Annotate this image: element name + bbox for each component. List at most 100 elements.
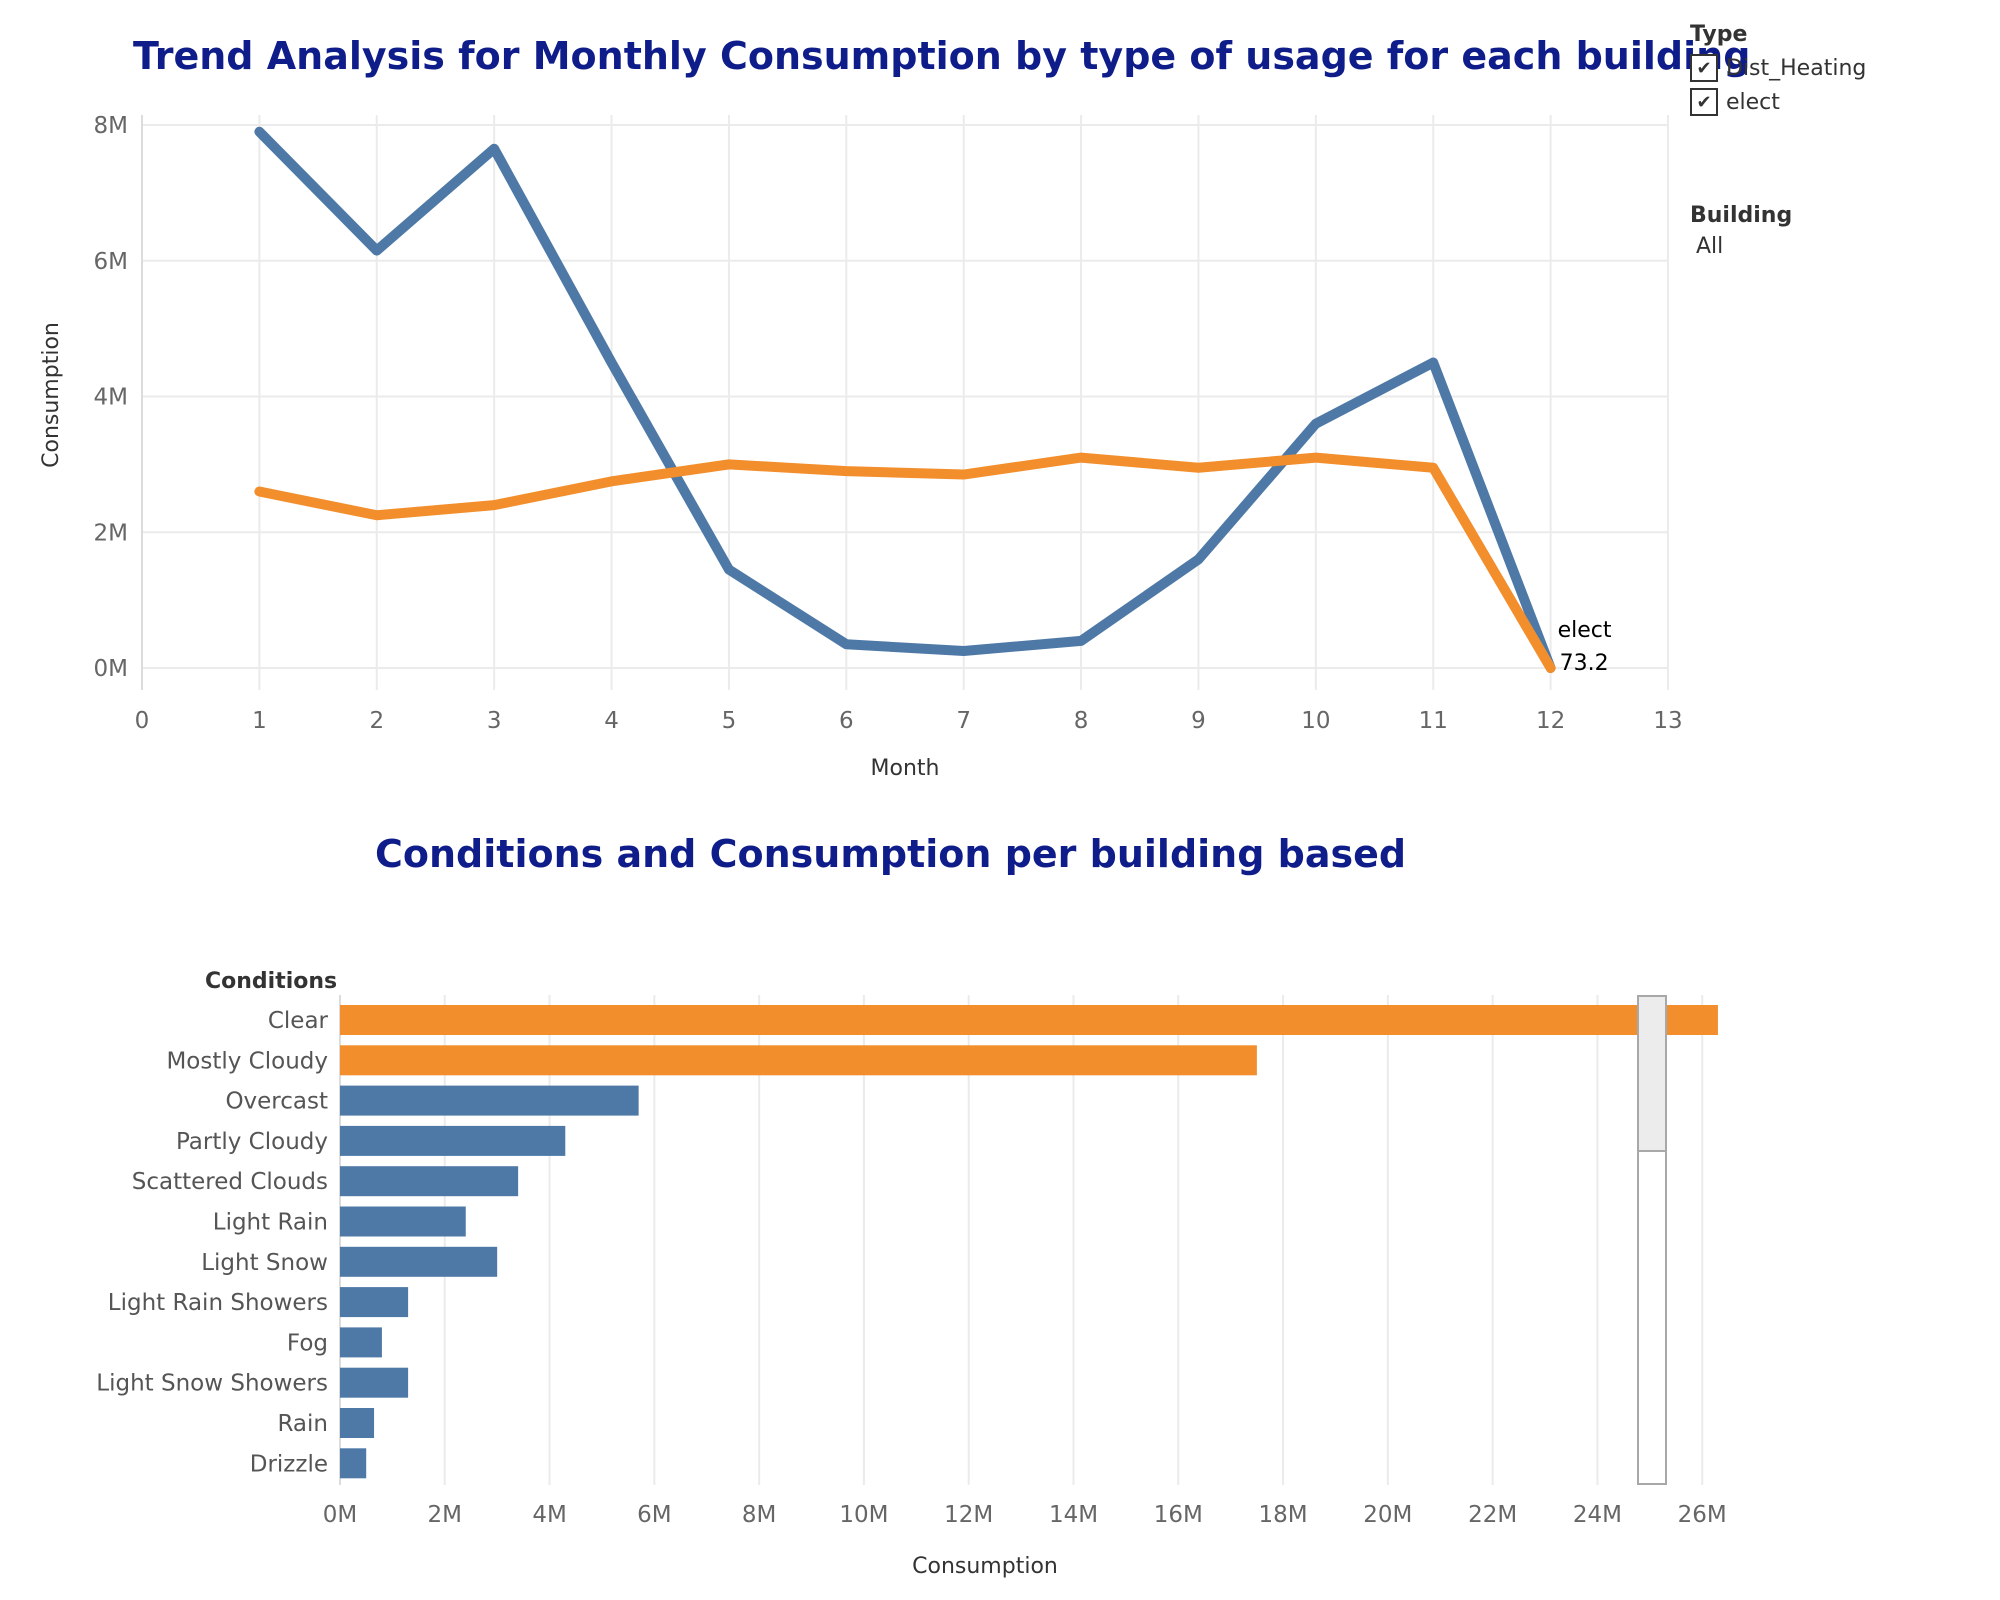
line-x-axis-label: Month (871, 756, 940, 781)
bar-category-label: Mostly Cloudy (166, 1048, 328, 1074)
data-point-elect (608, 478, 615, 485)
bar-category-label: Scattered Clouds (132, 1169, 328, 1195)
line-x-tick-label: 11 (1419, 708, 1448, 734)
data-point-dist-heating (1312, 420, 1319, 427)
bar-category-label: Rain (277, 1411, 328, 1437)
data-point-dist-heating (256, 128, 263, 135)
line-x-tick-label: 4 (604, 708, 619, 734)
data-point-dist-heating (1195, 556, 1202, 563)
data-point-dist-heating (960, 648, 967, 655)
data-point-elect (1430, 464, 1437, 471)
elect-label: elect (1726, 89, 1780, 115)
line-x-tick-label: 12 (1536, 708, 1565, 734)
data-point-elect (1078, 454, 1085, 461)
annotation-series-label: elect (1558, 618, 1612, 643)
data-point-elect (1195, 464, 1202, 471)
data-point-elect (256, 488, 263, 495)
type-filter-dist-heating[interactable]: ✔ Dist_Heating (1690, 51, 1866, 85)
data-point-elect (843, 468, 850, 475)
line-y-tick-label: 0M (94, 656, 128, 682)
scrollbar-thumb[interactable] (1639, 997, 1665, 1152)
bar-x-tick-label: 20M (1363, 1502, 1412, 1528)
data-point-dist-heating (843, 641, 850, 648)
line-x-tick-label: 5 (722, 708, 737, 734)
line-x-tick-label: 2 (369, 708, 384, 734)
building-filter-heading: Building (1690, 203, 1793, 228)
data-point-elect (960, 471, 967, 478)
bar-x-tick-label: 10M (839, 1502, 888, 1528)
bar-x-tick-label: 2M (428, 1502, 462, 1528)
bar-clear (340, 1005, 1718, 1035)
bar-x-tick-label: 6M (637, 1502, 671, 1528)
data-point-elect (373, 512, 380, 519)
bar-x-tick-label: 26M (1678, 1502, 1727, 1528)
type-filter-elect[interactable]: ✔ elect (1690, 85, 1866, 119)
line-x-tick-label: 9 (1191, 708, 1206, 734)
bar-category-label: Fog (287, 1330, 328, 1356)
bar-drizzle (340, 1448, 367, 1479)
bar-partly-cloudy (340, 1125, 566, 1156)
bar-category-label: Partly Cloudy (176, 1129, 328, 1155)
line-chart-title: Trend Analysis for Monthly Consumption b… (133, 34, 1751, 78)
line-x-tick-label: 10 (1301, 708, 1330, 734)
bar-category-label: Light Snow Showers (96, 1371, 328, 1397)
line-y-tick-label: 4M (94, 385, 128, 411)
line-x-tick-label: 8 (1074, 708, 1089, 734)
bar-scattered-clouds (340, 1166, 519, 1197)
bar-chart-title: Conditions and Consumption per building … (375, 832, 1407, 876)
data-point-elect (1547, 664, 1554, 671)
building-filter[interactable]: Building All (1690, 203, 1792, 259)
building-filter-value[interactable]: All (1696, 234, 1724, 259)
elect-checkbox[interactable]: ✔ (1690, 88, 1718, 116)
bar-x-tick-label: 0M (323, 1502, 357, 1528)
line-x-tick-label: 13 (1653, 708, 1682, 734)
data-point-dist-heating (608, 359, 615, 366)
line-y-tick-label: 8M (94, 113, 128, 139)
bar-x-tick-label: 16M (1154, 1502, 1203, 1528)
annotation-value-label: 73.2 (1560, 651, 1609, 676)
bar-rain (340, 1408, 375, 1438)
bar-light-snow (340, 1246, 498, 1277)
bar-fog (340, 1327, 382, 1358)
bar-x-tick-label: 8M (742, 1502, 776, 1528)
bar-overcast (340, 1085, 639, 1116)
data-point-dist-heating (373, 247, 380, 254)
bar-x-tick-label: 22M (1468, 1502, 1517, 1528)
data-point-elect (725, 461, 732, 468)
bar-x-tick-label: 12M (944, 1502, 993, 1528)
line-y-axis-label: Consumption (39, 322, 64, 468)
bar-x-tick-label: 14M (1049, 1502, 1098, 1528)
series-line-elect (254, 452, 1556, 673)
bar-category-label: Light Rain Showers (108, 1290, 328, 1316)
bar-category-label: Light Snow (201, 1250, 328, 1276)
bar-x-tick-label: 24M (1573, 1502, 1622, 1528)
line-y-tick-label: 6M (94, 249, 128, 275)
type-legend-heading: Type (1690, 22, 1748, 47)
data-point-elect (1312, 454, 1319, 461)
data-point-dist-heating (1078, 637, 1085, 644)
line-x-tick-label: 0 (135, 708, 150, 734)
bar-light-snow-showers (340, 1367, 409, 1398)
bar-chart-scrollbar[interactable] (1637, 995, 1667, 1485)
bar-light-rain-showers (340, 1287, 409, 1318)
type-legend: Type ✔ Dist_Heating ✔ elect (1690, 22, 1866, 119)
line-x-tick-label: 7 (956, 708, 971, 734)
bar-light-rain (340, 1206, 466, 1237)
bar-row-header: Conditions (205, 969, 337, 994)
line-x-tick-label: 6 (839, 708, 854, 734)
data-point-dist-heating (1430, 359, 1437, 366)
data-point-dist-heating (725, 566, 732, 573)
line-y-tick-label: 2M (94, 520, 128, 546)
data-point-dist-heating (491, 145, 498, 152)
bar-x-tick-label: 4M (532, 1502, 566, 1528)
bar-category-label: Light Rain (213, 1210, 328, 1236)
bar-x-axis-label: Consumption (912, 1554, 1058, 1579)
line-x-tick-label: 3 (487, 708, 502, 734)
bar-mostly-cloudy (340, 1045, 1257, 1076)
bar-category-label: Drizzle (250, 1451, 328, 1477)
line-x-tick-label: 1 (252, 708, 267, 734)
bar-category-label: Overcast (225, 1089, 328, 1115)
dist-heating-checkbox[interactable]: ✔ (1690, 54, 1718, 82)
series-line-dist-heating (254, 126, 1556, 673)
